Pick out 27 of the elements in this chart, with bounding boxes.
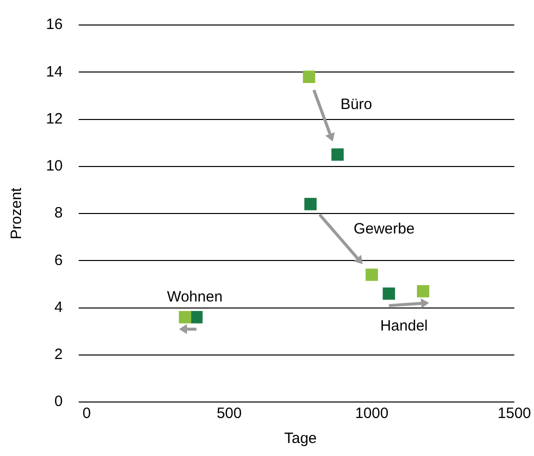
y-tick-label: 14 — [46, 63, 63, 80]
y-tick-label: 6 — [54, 252, 63, 269]
y-tick-label: 8 — [54, 204, 63, 222]
point — [331, 148, 344, 161]
point — [190, 311, 203, 324]
point — [366, 268, 378, 281]
y-tick-label: 10 — [46, 158, 63, 175]
x-tick-label: 1000 — [355, 405, 388, 422]
annotation: Büro — [340, 96, 372, 113]
y-tick-label: 12 — [46, 110, 63, 128]
y-tick-label: 0 — [54, 393, 63, 410]
y-axis-title: Prozent — [8, 186, 26, 240]
annotation: Gewerbe — [354, 220, 415, 238]
annotation: Wohnen — [166, 288, 223, 306]
x-tick-label: 500 — [216, 405, 242, 422]
point — [304, 198, 317, 210]
annotation: Handel — [380, 318, 428, 335]
x-tick-label: 0 — [82, 405, 91, 422]
x-tick-label: 1500 — [498, 405, 532, 422]
y-tick-label: 2 — [54, 346, 63, 364]
y-tick-label: 4 — [54, 298, 63, 316]
y-tick-label: 16 — [46, 16, 63, 34]
x-axis-title: Tage — [284, 430, 317, 448]
point — [416, 285, 430, 298]
point — [302, 70, 316, 83]
point — [178, 311, 192, 324]
point — [382, 287, 396, 300]
